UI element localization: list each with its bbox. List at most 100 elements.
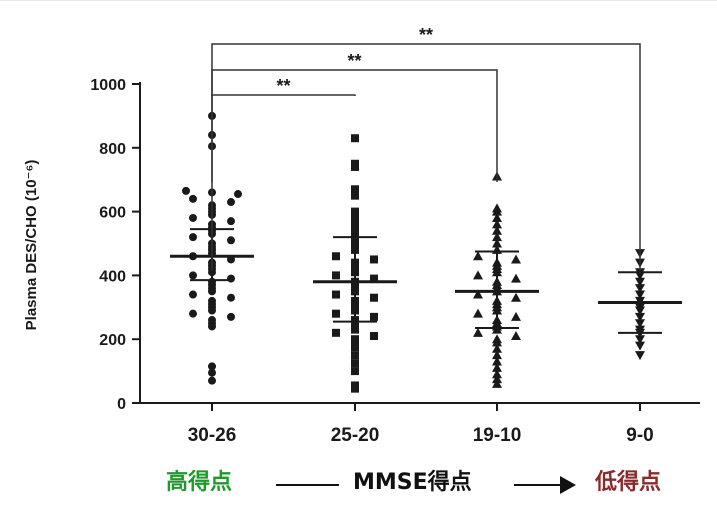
data-point [511, 254, 521, 264]
data-point [370, 255, 378, 264]
data-point [635, 277, 645, 287]
data-point [351, 159, 359, 168]
y-tick-label: 600 [99, 205, 126, 222]
caption-high-score: 高得点 [166, 470, 233, 495]
data-point [492, 350, 502, 360]
significance-label: ** [276, 76, 290, 96]
x-tick-label: 9-0 [626, 425, 653, 446]
caption-arrow-line [514, 484, 564, 486]
data-point [332, 328, 340, 337]
data-point [370, 332, 378, 341]
data-point [635, 312, 645, 322]
data-point [492, 219, 502, 229]
data-point [351, 233, 359, 242]
data-point [332, 252, 340, 261]
y-tick-label: 800 [99, 141, 126, 158]
data-point [635, 341, 645, 351]
data-point [351, 351, 359, 360]
data-point [511, 273, 521, 283]
data-point [227, 274, 235, 283]
caption-arrow-head-icon [560, 476, 576, 494]
data-point [635, 303, 645, 313]
y-tick-label: 1000 [90, 77, 126, 94]
data-point [511, 331, 521, 341]
data-point [635, 325, 645, 335]
significance-bracket [211, 43, 641, 270]
data-point [351, 258, 359, 267]
data-point [492, 356, 502, 366]
data-point [351, 359, 359, 368]
data-point [351, 343, 359, 352]
data-point [351, 245, 359, 254]
data-point [351, 296, 359, 305]
data-points [182, 111, 645, 393]
data-point [351, 239, 359, 248]
x-tick-label: 25-20 [331, 425, 380, 446]
data-point [492, 238, 502, 248]
data-point [227, 312, 235, 321]
data-point [351, 220, 359, 229]
data-point [370, 312, 378, 321]
data-point [351, 367, 359, 376]
significance-label: ** [419, 25, 433, 45]
data-point [635, 335, 645, 345]
data-point [208, 362, 216, 371]
data-point [473, 251, 483, 261]
data-point [182, 186, 190, 195]
data-point [492, 369, 502, 379]
data-point [351, 207, 359, 216]
data-point [635, 296, 645, 306]
data-point [492, 334, 502, 344]
data-point [492, 374, 502, 384]
data-point [370, 274, 378, 283]
data-point [351, 277, 359, 286]
data-point [492, 212, 502, 222]
caption-dash [276, 484, 339, 486]
data-point [492, 276, 502, 286]
data-point [189, 213, 197, 222]
top-rule [0, 0, 717, 1]
data-point [492, 295, 502, 305]
data-point [351, 213, 359, 222]
data-point [189, 271, 197, 280]
data-point [370, 293, 378, 302]
data-point [351, 134, 359, 143]
y-axis-label: Plasma DES/CHO (10⁻⁶) [23, 160, 40, 331]
data-point [332, 271, 340, 280]
significance-brackets: ** ** ** [211, 25, 641, 270]
data-point [635, 319, 645, 329]
data-point [332, 309, 340, 318]
data-point [492, 232, 502, 242]
data-point [208, 296, 216, 305]
data-point [492, 257, 502, 267]
data-point [332, 290, 340, 299]
y-tick-label: 400 [99, 268, 126, 285]
data-point [511, 311, 521, 321]
data-point [208, 316, 216, 325]
y-tick-label: 0 [117, 396, 126, 413]
data-point [227, 255, 235, 264]
data-point [208, 368, 216, 377]
data-point [473, 308, 483, 318]
data-point [227, 217, 235, 226]
caption-low-score: 低得点 [595, 470, 662, 495]
data-point [511, 292, 521, 302]
data-point [635, 268, 645, 278]
significance-label: ** [347, 51, 361, 71]
caption-mmse-score: MMSE得点 [353, 470, 472, 495]
data-point [189, 309, 197, 318]
data-point [635, 290, 645, 300]
x-tick-label: 19-10 [473, 425, 522, 446]
data-point [351, 226, 359, 235]
data-point [227, 198, 235, 207]
data-point [189, 194, 197, 203]
data-point [492, 203, 502, 213]
data-point [189, 252, 197, 261]
y-tick-label: 200 [99, 332, 126, 349]
data-point [492, 315, 502, 325]
data-point [227, 293, 235, 302]
summary-bars [170, 228, 682, 334]
data-point [492, 378, 502, 388]
data-point [492, 362, 502, 372]
